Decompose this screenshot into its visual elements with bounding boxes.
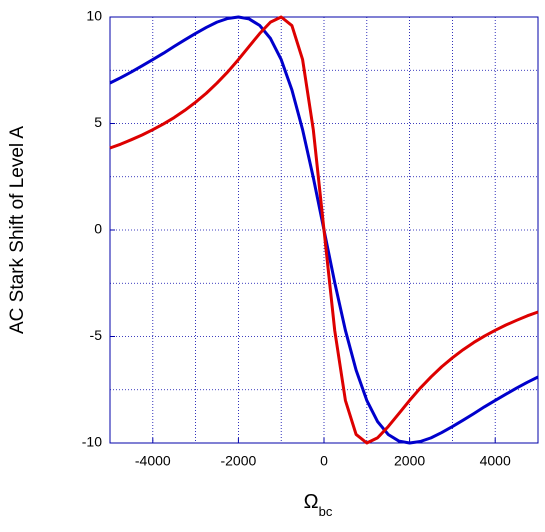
x-tick-label: -4000 — [135, 453, 171, 469]
x-axis-label-main: Ω — [304, 491, 319, 513]
x-tick-label: 4000 — [480, 453, 511, 469]
x-axis-label: Ωbc — [304, 491, 333, 519]
y-tick-label: 5 — [94, 114, 102, 130]
y-tick-label: 10 — [86, 8, 102, 24]
y-tick-label: 0 — [94, 221, 102, 237]
x-tick-label: -2000 — [220, 453, 256, 469]
y-tick-label: -5 — [90, 327, 103, 343]
x-axis-label-subscript: bc — [319, 504, 333, 519]
x-tick-label: 2000 — [394, 453, 425, 469]
y-tick-label: -10 — [82, 434, 102, 450]
y-axis-label: AC Stark Shift of Level A — [7, 126, 28, 334]
x-tick-label: 0 — [320, 453, 328, 469]
line-series — [109, 15, 539, 445]
